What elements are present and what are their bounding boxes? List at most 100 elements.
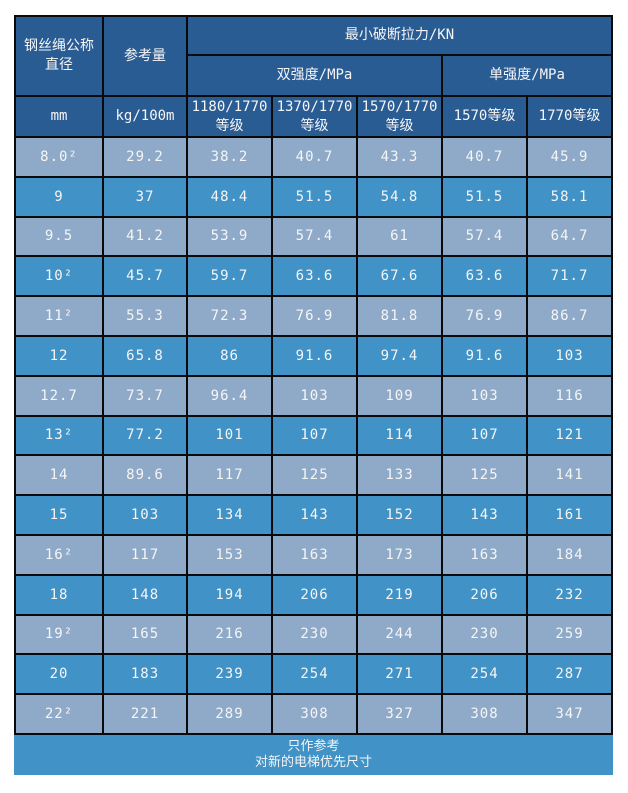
value-cell: 125 bbox=[441, 454, 528, 497]
value-cell: 91.6 bbox=[441, 334, 528, 377]
table-row: 9 37 48.4 51.5 54.8 51.5 58.1 bbox=[14, 175, 614, 218]
footer-note-line-2: 对新的电梯优先尺寸 bbox=[255, 754, 373, 770]
value-cell: 59.7 bbox=[186, 255, 273, 298]
value-cell: 97.4 bbox=[356, 334, 443, 377]
unit-kg-100m: kg/100m bbox=[102, 95, 188, 138]
value-cell: 230 bbox=[441, 613, 528, 656]
value-cell: 244 bbox=[356, 613, 443, 656]
value-cell: 254 bbox=[441, 653, 528, 696]
value-cell: 72.3 bbox=[186, 295, 273, 337]
value-cell: 38.2 bbox=[186, 136, 273, 178]
wire-rope-spec-table: 钢丝绳公称 直径 参考量 最小破断拉力/KN 双强度/MPa 单强度/MPa m… bbox=[14, 15, 614, 775]
diameter-cell: 10² bbox=[14, 255, 104, 298]
table-row: 16² 117 153 163 173 163 184 bbox=[14, 533, 614, 576]
value-cell: 77.2 bbox=[102, 414, 188, 457]
diameter-cell: 11² bbox=[14, 295, 104, 337]
header-single-strength: 单强度/MPa bbox=[440, 54, 614, 97]
value-cell: 206 bbox=[441, 573, 528, 616]
value-cell: 48.4 bbox=[186, 175, 273, 218]
value-cell: 41.2 bbox=[102, 215, 188, 258]
table-footer-note: 只作参考 对新的电梯优先尺寸 bbox=[14, 734, 614, 775]
table-header: 钢丝绳公称 直径 参考量 最小破断拉力/KN 双强度/MPa 单强度/MPa m… bbox=[14, 15, 614, 138]
value-cell: 206 bbox=[271, 573, 358, 616]
value-cell: 184 bbox=[525, 533, 614, 576]
table-row: 10² 45.7 59.7 63.6 67.6 63.6 71.7 bbox=[14, 255, 614, 298]
value-cell: 43.3 bbox=[356, 136, 443, 178]
header-reference-weight: 参考量 bbox=[102, 15, 188, 97]
unit-mm: mm bbox=[14, 95, 104, 138]
value-cell: 73.7 bbox=[102, 374, 188, 417]
value-cell: 91.6 bbox=[271, 334, 358, 377]
value-cell: 61 bbox=[356, 215, 443, 258]
diameter-cell: 20 bbox=[14, 653, 104, 696]
value-cell: 163 bbox=[441, 533, 528, 576]
value-cell: 152 bbox=[356, 494, 443, 536]
value-cell: 109 bbox=[356, 374, 443, 417]
value-cell: 116 bbox=[525, 374, 614, 417]
table-row: 18 148 194 206 219 206 232 bbox=[14, 573, 614, 616]
value-cell: 51.5 bbox=[441, 175, 528, 218]
table-row: 12.7 73.7 96.4 103 109 103 116 bbox=[14, 374, 614, 417]
value-cell: 134 bbox=[186, 494, 273, 536]
diameter-cell: 18 bbox=[14, 573, 104, 616]
value-cell: 117 bbox=[102, 533, 188, 576]
diameter-cell: 13² bbox=[14, 414, 104, 457]
header-row-1: 钢丝绳公称 直径 参考量 最小破断拉力/KN bbox=[14, 15, 614, 97]
value-cell: 327 bbox=[356, 693, 443, 735]
value-cell: 55.3 bbox=[102, 295, 188, 337]
value-cell: 239 bbox=[186, 653, 273, 696]
value-cell: 53.9 bbox=[186, 215, 273, 258]
value-cell: 101 bbox=[186, 414, 273, 457]
value-cell: 216 bbox=[186, 613, 273, 656]
value-cell: 103 bbox=[271, 374, 358, 417]
value-cell: 259 bbox=[525, 613, 614, 656]
value-cell: 308 bbox=[271, 693, 358, 735]
value-cell: 125 bbox=[271, 454, 358, 497]
value-cell: 45.7 bbox=[102, 255, 188, 298]
value-cell: 63.6 bbox=[441, 255, 528, 298]
value-cell: 114 bbox=[356, 414, 443, 457]
value-cell: 86 bbox=[186, 334, 273, 377]
spec-table: 钢丝绳公称 直径 参考量 最小破断拉力/KN 双强度/MPa 单强度/MPa m… bbox=[14, 15, 614, 735]
value-cell: 57.4 bbox=[441, 215, 528, 258]
value-cell: 58.1 bbox=[525, 175, 614, 218]
value-cell: 148 bbox=[102, 573, 188, 616]
value-cell: 107 bbox=[271, 414, 358, 457]
value-cell: 289 bbox=[186, 693, 273, 735]
table-row: 9.5 41.2 53.9 57.4 61 57.4 64.7 bbox=[14, 215, 614, 258]
value-cell: 71.7 bbox=[525, 255, 614, 298]
value-cell: 143 bbox=[441, 494, 528, 536]
value-cell: 219 bbox=[356, 573, 443, 616]
value-cell: 287 bbox=[525, 653, 614, 696]
value-cell: 45.9 bbox=[525, 136, 614, 178]
table-row: 13² 77.2 101 107 114 107 121 bbox=[14, 414, 614, 457]
table-row: 8.0² 29.2 38.2 40.7 43.3 40.7 45.9 bbox=[14, 136, 614, 178]
value-cell: 103 bbox=[525, 334, 614, 377]
value-cell: 165 bbox=[102, 613, 188, 656]
table-row: 15 103 134 143 152 143 161 bbox=[14, 494, 614, 536]
value-cell: 54.8 bbox=[356, 175, 443, 218]
grade-1770: 1770等级 bbox=[525, 95, 614, 138]
header-row-2: 双强度/MPa 单强度/MPa bbox=[15, 54, 614, 97]
header-nominal-diameter: 钢丝绳公称 直径 bbox=[14, 15, 104, 97]
footer-note-line-1: 只作参考 bbox=[287, 738, 340, 754]
value-cell: 347 bbox=[525, 693, 614, 735]
value-cell: 153 bbox=[186, 533, 273, 576]
diameter-cell: 9 bbox=[14, 175, 104, 218]
diameter-cell: 9.5 bbox=[14, 215, 104, 258]
diameter-cell: 12.7 bbox=[14, 374, 104, 417]
value-cell: 117 bbox=[186, 454, 273, 497]
value-cell: 76.9 bbox=[441, 295, 528, 337]
diameter-cell: 16² bbox=[14, 533, 104, 576]
value-cell: 143 bbox=[271, 494, 358, 536]
value-cell: 133 bbox=[356, 454, 443, 497]
value-cell: 81.8 bbox=[356, 295, 443, 337]
value-cell: 221 bbox=[102, 693, 188, 735]
value-cell: 194 bbox=[186, 573, 273, 616]
diameter-cell: 15 bbox=[14, 494, 104, 536]
value-cell: 163 bbox=[271, 533, 358, 576]
table-row: 22² 221 289 308 327 308 347 bbox=[14, 693, 614, 735]
value-cell: 89.6 bbox=[102, 454, 188, 497]
table-row: 11² 55.3 72.3 76.9 81.8 76.9 86.7 bbox=[14, 295, 614, 337]
table-body: 8.0² 29.2 38.2 40.7 43.3 40.7 45.9 9 37 48.4 51.5 5… bbox=[14, 136, 614, 735]
